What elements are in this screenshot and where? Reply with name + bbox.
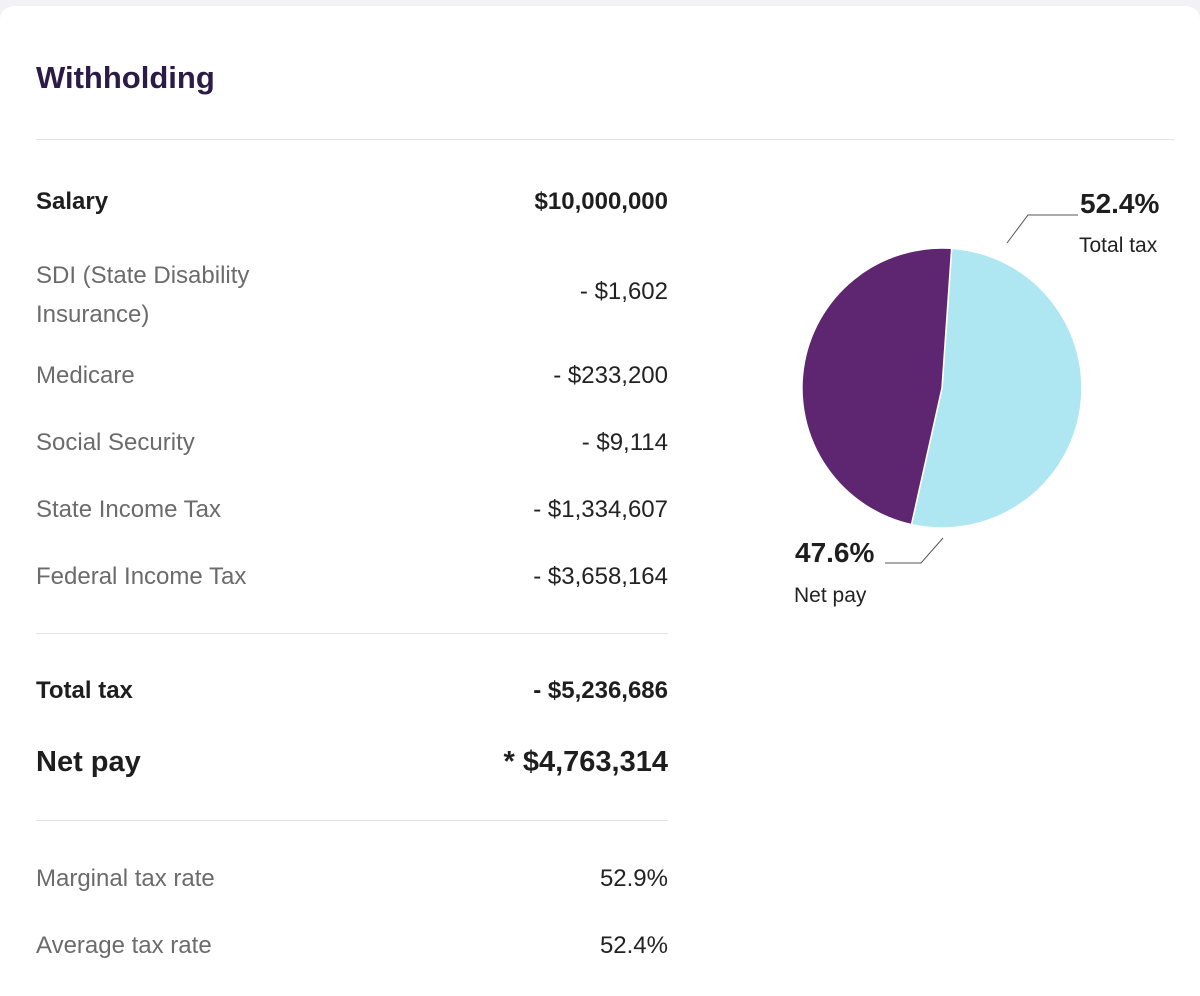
net-pay-label: Net pay [36,746,141,778]
marginal-tax-rate-row: Marginal tax rate 52.9% [36,863,668,899]
totals-divider [36,820,668,821]
sdi-row: SDI (State Disability Insurance) - $1,60… [36,252,668,332]
total-tax-percent-label: 52.4% [1080,188,1159,219]
social-security-label: Social Security [36,429,195,456]
total-tax-row: Total tax - $5,236,686 [36,675,668,711]
social-security-value: - $9,114 [581,429,668,456]
medicare-value: - $233,200 [553,362,668,389]
salary-row: Salary $10,000,000 [36,186,668,222]
total-tax-leader-line [1006,214,1078,244]
marginal-tax-rate-value: 52.9% [599,865,668,892]
state-income-tax-value: - $1,334,607 [533,496,668,523]
total-tax-label: Total tax [36,677,133,704]
average-tax-rate-row: Average tax rate 52.4% [36,930,668,966]
social-security-row: Social Security - $9,114 [36,427,668,463]
salary-label: Salary [36,188,109,215]
net-pay-value: * $4,763,314 [503,746,668,778]
average-tax-rate-value: 52.4% [599,932,668,959]
total-tax-legend-label: Total tax [1079,234,1158,257]
state-income-tax-label: State Income Tax [36,496,221,523]
card-title: Withholding [36,60,215,95]
sdi-label-line2: Insurance) [36,301,150,328]
net-pay-percent-label: 47.6% [795,537,874,568]
net-pay-row: Net pay * $4,763,314 [36,744,668,788]
medicare-label: Medicare [36,362,135,389]
federal-income-tax-value: - $3,658,164 [533,563,668,590]
pie-slice-total-tax [910,247,1083,529]
marginal-tax-rate-label: Marginal tax rate [36,865,215,892]
pie-slice-net-pay [801,247,953,526]
net-pay-leader-line [885,537,944,564]
federal-income-tax-label: Federal Income Tax [36,563,247,590]
salary-value: $10,000,000 [534,188,668,215]
sdi-label-line1: SDI (State Disability [36,262,250,289]
medicare-row: Medicare - $233,200 [36,360,668,396]
sdi-label: SDI (State Disability Insurance) [36,256,249,334]
federal-income-tax-row: Federal Income Tax - $3,658,164 [36,561,668,597]
total-tax-value: - $5,236,686 [533,677,668,704]
title-divider [36,139,1174,140]
withholding-card: Withholding Salary $10,000,000 SDI (Stat… [0,6,1200,996]
sdi-value: - $1,602 [579,278,668,305]
net-pay-legend-label: Net pay [794,584,867,607]
state-income-tax-row: State Income Tax - $1,334,607 [36,494,668,530]
withholding-pie-chart: 52.4% Total tax 47.6% Net pay [794,188,1159,607]
average-tax-rate-label: Average tax rate [36,932,212,959]
deductions-divider [36,633,668,634]
